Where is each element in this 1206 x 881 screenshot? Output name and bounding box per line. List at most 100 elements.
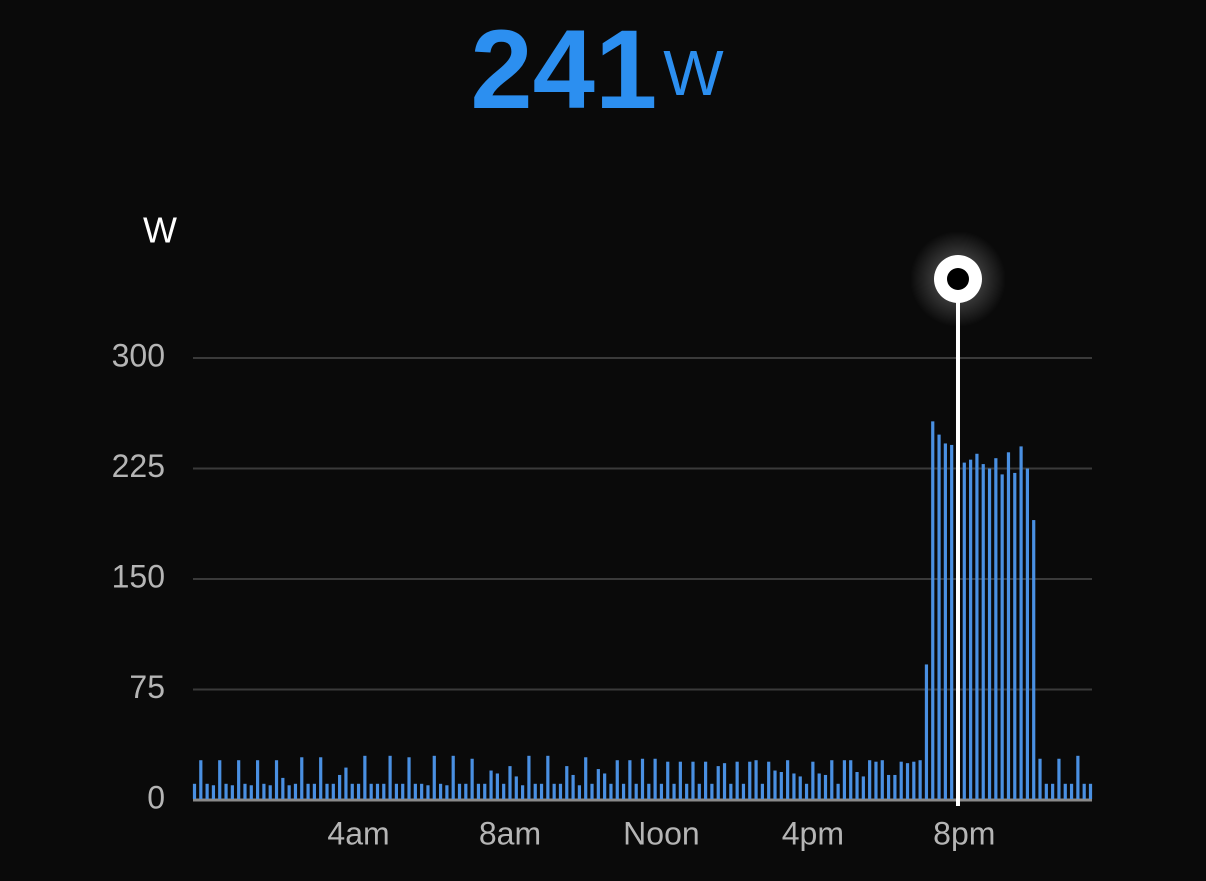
bar bbox=[388, 755, 392, 799]
bar bbox=[981, 464, 985, 799]
readout-unit: W bbox=[663, 37, 724, 109]
bar bbox=[590, 783, 594, 799]
x-tick-label: 4am bbox=[327, 815, 389, 851]
bar bbox=[729, 783, 733, 799]
y-tick-label: 75 bbox=[129, 669, 165, 705]
bar bbox=[394, 783, 399, 799]
bar bbox=[407, 757, 411, 799]
bar bbox=[823, 774, 828, 799]
bar bbox=[1063, 783, 1067, 799]
bar bbox=[300, 757, 304, 799]
bar bbox=[621, 783, 626, 799]
bar bbox=[558, 783, 563, 799]
bar bbox=[483, 783, 487, 799]
bar bbox=[521, 785, 525, 799]
bar bbox=[741, 783, 746, 799]
bar bbox=[476, 783, 481, 799]
bar bbox=[539, 783, 544, 799]
readout: 241W bbox=[470, 7, 724, 132]
bar bbox=[931, 421, 935, 799]
bar bbox=[382, 783, 386, 799]
bar bbox=[842, 760, 847, 799]
bar bbox=[470, 758, 474, 799]
bar bbox=[1082, 783, 1086, 799]
bar bbox=[767, 761, 771, 799]
bar bbox=[924, 664, 929, 799]
y-tick-label: 0 bbox=[147, 779, 165, 815]
bar bbox=[432, 755, 436, 799]
bar bbox=[937, 434, 941, 799]
bar bbox=[918, 760, 922, 799]
bar bbox=[628, 760, 632, 799]
bar bbox=[855, 772, 859, 799]
bar bbox=[438, 783, 443, 799]
bar bbox=[969, 459, 973, 799]
y-tick-label: 225 bbox=[112, 448, 165, 484]
bar bbox=[1025, 468, 1030, 799]
bar bbox=[274, 760, 279, 799]
bar bbox=[445, 785, 449, 799]
x-tick-label: Noon bbox=[623, 815, 700, 851]
bar bbox=[804, 783, 809, 799]
bar bbox=[1006, 452, 1011, 799]
bar bbox=[962, 462, 966, 799]
bar bbox=[192, 783, 197, 799]
bar bbox=[514, 776, 518, 799]
bar bbox=[760, 783, 764, 799]
bar bbox=[1051, 783, 1055, 799]
readout-value: 241 bbox=[470, 7, 657, 132]
bar bbox=[546, 755, 550, 799]
bar bbox=[356, 783, 361, 799]
bar bbox=[205, 783, 209, 799]
bar bbox=[401, 783, 405, 799]
y-axis-label: W bbox=[143, 210, 177, 251]
bar bbox=[451, 755, 455, 799]
bar bbox=[1013, 472, 1017, 799]
bar bbox=[685, 783, 689, 799]
bar bbox=[861, 776, 865, 799]
bar bbox=[987, 468, 992, 799]
bar bbox=[375, 783, 380, 799]
bar bbox=[647, 783, 651, 799]
bar bbox=[874, 761, 878, 799]
bar bbox=[255, 760, 260, 799]
bar bbox=[596, 769, 600, 799]
bar bbox=[1032, 520, 1036, 799]
bar bbox=[369, 783, 373, 799]
y-tick-label: 300 bbox=[112, 337, 165, 373]
bar bbox=[905, 763, 910, 799]
bar bbox=[344, 767, 348, 799]
bar bbox=[893, 774, 897, 799]
bar bbox=[457, 783, 462, 799]
y-tick-label: 150 bbox=[112, 558, 165, 594]
bar bbox=[199, 760, 203, 799]
bar bbox=[886, 774, 891, 799]
bar bbox=[464, 783, 468, 799]
bar bbox=[666, 761, 670, 799]
bar bbox=[798, 776, 802, 799]
bar bbox=[1088, 783, 1093, 799]
bar bbox=[262, 783, 266, 799]
bar bbox=[830, 760, 834, 799]
bar bbox=[306, 783, 310, 799]
bar bbox=[319, 757, 323, 799]
cursor-dot bbox=[946, 268, 969, 290]
bar bbox=[773, 770, 777, 799]
bar bbox=[950, 444, 954, 799]
bar bbox=[697, 783, 701, 799]
bar bbox=[584, 757, 588, 799]
bar bbox=[1000, 474, 1004, 799]
bar bbox=[678, 761, 682, 799]
bar bbox=[552, 783, 556, 799]
bar bbox=[218, 760, 222, 799]
bar bbox=[565, 766, 569, 799]
bar bbox=[325, 783, 329, 799]
bar bbox=[363, 755, 367, 799]
bar bbox=[1057, 758, 1061, 799]
bar bbox=[1038, 758, 1042, 799]
bar bbox=[609, 783, 613, 799]
bar bbox=[710, 783, 714, 799]
bar bbox=[817, 773, 821, 799]
bar bbox=[722, 763, 727, 799]
bar bbox=[489, 770, 493, 799]
